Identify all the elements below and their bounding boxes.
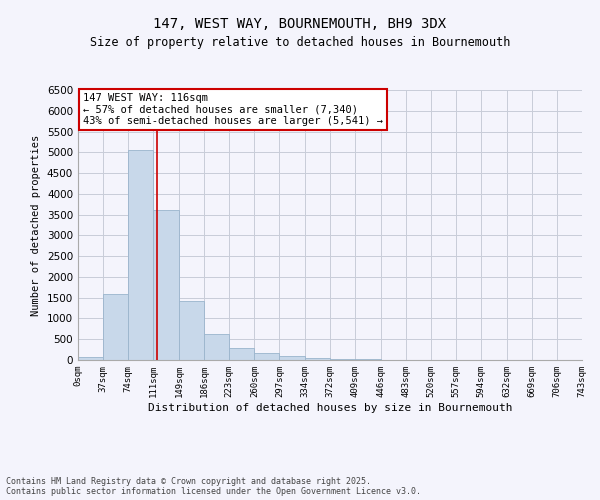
Text: Contains HM Land Registry data © Crown copyright and database right 2025.: Contains HM Land Registry data © Crown c…	[6, 477, 371, 486]
Text: 147, WEST WAY, BOURNEMOUTH, BH9 3DX: 147, WEST WAY, BOURNEMOUTH, BH9 3DX	[154, 18, 446, 32]
Bar	[331, 359, 355, 360]
Bar	[78, 357, 103, 360]
Bar	[305, 358, 331, 360]
Bar	[128, 150, 153, 360]
Bar	[179, 300, 204, 360]
Y-axis label: Number of detached properties: Number of detached properties	[31, 134, 41, 316]
X-axis label: Distribution of detached houses by size in Bournemouth: Distribution of detached houses by size …	[148, 402, 512, 412]
Bar	[254, 353, 280, 360]
Text: Contains public sector information licensed under the Open Government Licence v3: Contains public sector information licen…	[6, 487, 421, 496]
Text: Size of property relative to detached houses in Bournemouth: Size of property relative to detached ho…	[90, 36, 510, 49]
Bar	[229, 348, 254, 360]
Bar	[280, 356, 305, 360]
Text: 147 WEST WAY: 116sqm
← 57% of detached houses are smaller (7,340)
43% of semi-de: 147 WEST WAY: 116sqm ← 57% of detached h…	[83, 92, 383, 126]
Bar	[204, 334, 229, 360]
Bar	[103, 294, 128, 360]
Bar	[153, 210, 179, 360]
